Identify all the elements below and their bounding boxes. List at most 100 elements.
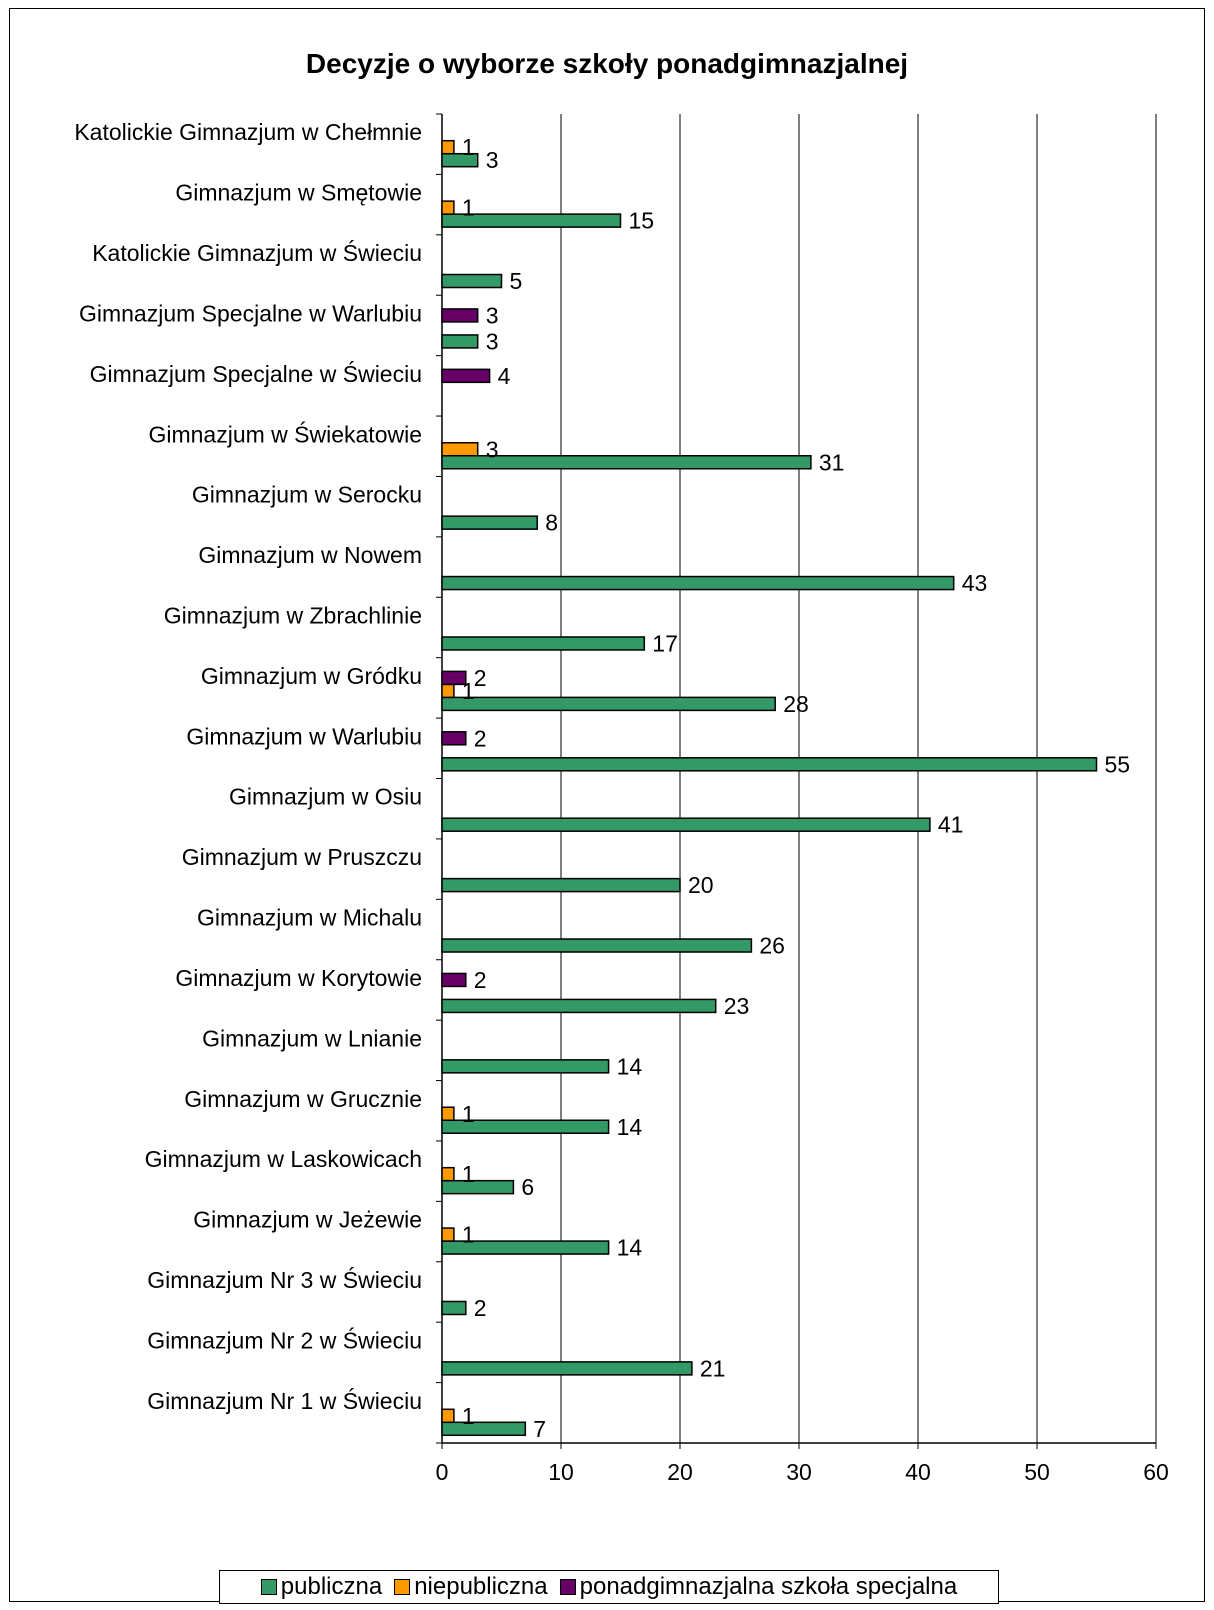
data-label: 14: [617, 1053, 643, 1079]
category-label: Gimnazjum w Gródku: [201, 663, 422, 689]
category-label: Gimnazjum Specjalne w Warlubiu: [79, 300, 422, 326]
data-label: 1: [462, 1222, 475, 1248]
data-label: 43: [962, 570, 988, 596]
bar-specjalna: [441, 308, 479, 323]
category-label: Gimnazjum w Smętowie: [175, 180, 422, 206]
data-label: 7: [533, 1416, 546, 1442]
x-tick-label: 50: [1024, 1459, 1050, 1485]
data-label: 2: [474, 1295, 487, 1321]
data-label: 1: [462, 1161, 475, 1187]
data-label: 3: [486, 302, 499, 328]
category-label: Gimnazjum w Jeżewie: [193, 1207, 422, 1233]
category-label: Gimnazjum w Osiu: [229, 784, 422, 810]
category-label: Gimnazjum w Michalu: [197, 905, 422, 931]
chart-legend: publiczna niepubliczna ponadgimnazjalna …: [219, 1570, 999, 1604]
category-label: Gimnazjum w Nowem: [198, 542, 422, 568]
category-label: Gimnazjum w Lnianie: [202, 1025, 422, 1051]
data-label: 26: [759, 933, 785, 959]
category-label: Katolickie Gimnazjum w Chełmnie: [74, 119, 422, 145]
data-label: 20: [688, 872, 714, 898]
bar-publiczna: [441, 757, 1098, 772]
bar-publiczna: [441, 1361, 693, 1376]
bar-publiczna: [441, 1179, 515, 1195]
bar-publiczna: [441, 1240, 610, 1255]
legend-swatch-publiczna: [260, 1579, 277, 1595]
category-label: Gimnazjum w Warlubiu: [186, 723, 422, 749]
bar-publiczna: [441, 696, 776, 712]
data-label: 14: [617, 1235, 643, 1261]
chart-title: Decyzje o wyborze szkoły ponadgimnazjaln…: [305, 48, 909, 79]
bar-niepubliczna: [441, 200, 455, 215]
bar-niepubliczna: [441, 1106, 455, 1121]
data-label: 1: [462, 1101, 475, 1127]
x-tick-label: 10: [548, 1459, 574, 1485]
category-label: Gimnazjum w Laskowicach: [145, 1146, 422, 1172]
legend-item-publiczna: publiczna: [260, 1573, 383, 1601]
bar-niepubliczna: [441, 442, 479, 457]
legend-label-specjalna: ponadgimnazjalna szkoła specjalna: [579, 1573, 958, 1600]
data-label: 21: [700, 1355, 726, 1381]
bar-publiczna: [441, 636, 646, 651]
data-label: 3: [486, 147, 499, 173]
legend-label-publiczna: publiczna: [280, 1573, 383, 1600]
data-label: 5: [510, 268, 523, 294]
category-label: Gimnazjum w Grucznie: [184, 1086, 422, 1112]
bar-publiczna: [441, 817, 931, 832]
data-label: 4: [498, 363, 511, 389]
x-tick-label: 60: [1143, 1459, 1169, 1485]
category-label: Gimnazjum w Serocku: [192, 482, 422, 508]
bar-publiczna: [441, 515, 538, 530]
bar-niepubliczna: [441, 1227, 455, 1242]
legend-swatch-specjalna: [559, 1579, 576, 1595]
data-label: 23: [724, 993, 750, 1019]
data-label: 41: [938, 812, 964, 838]
data-label: 17: [652, 630, 678, 656]
legend-item-niepubliczna: niepubliczna: [394, 1573, 548, 1601]
bar-publiczna: [441, 1119, 610, 1134]
category-label: Gimnazjum Specjalne w Świeciu: [90, 360, 422, 387]
bar-niepubliczna: [441, 683, 455, 699]
bar-publiczna: [441, 455, 812, 470]
category-label: Gimnazjum Nr 2 w Świeciu: [147, 1326, 422, 1353]
bar-publiczna: [441, 575, 955, 591]
data-label: 55: [1105, 751, 1131, 777]
category-label: Gimnazjum w Świekatowie: [148, 420, 422, 447]
data-label: 1: [462, 1403, 475, 1429]
x-tick-label: 0: [436, 1459, 449, 1485]
legend-label-niepubliczna: niepubliczna: [414, 1573, 548, 1600]
bar-publiczna: [441, 273, 503, 289]
bar-niepubliczna: [441, 139, 455, 155]
data-label: 2: [474, 665, 487, 691]
x-tick-label: 40: [905, 1459, 931, 1485]
data-label: 1: [462, 195, 475, 221]
category-label: Gimnazjum Nr 3 w Świeciu: [147, 1266, 422, 1293]
bar-publiczna: [441, 938, 753, 953]
bar-publiczna: [441, 334, 479, 349]
data-label: 2: [474, 725, 487, 751]
legend-item-specjalna: ponadgimnazjalna szkoła specjalna: [559, 1573, 958, 1601]
data-label: 15: [629, 208, 655, 234]
data-label: 28: [783, 691, 809, 717]
data-label: 1: [462, 134, 475, 160]
category-label: Gimnazjum w Zbrachlinie: [164, 602, 422, 628]
legend-swatch-niepubliczna: [394, 1579, 411, 1595]
data-label: 8: [545, 510, 558, 536]
bar-publiczna: [441, 998, 717, 1014]
bar-publiczna: [441, 1421, 527, 1437]
bar-niepubliczna: [441, 1166, 455, 1182]
bar-specjalna: [441, 368, 491, 384]
bar-publiczna: [441, 877, 681, 893]
data-label: 6: [521, 1174, 534, 1200]
data-label: 3: [486, 436, 499, 462]
data-label: 14: [617, 1114, 643, 1140]
bar-specjalna: [441, 670, 467, 686]
bar-specjalna: [441, 731, 467, 746]
bar-niepubliczna: [441, 1408, 455, 1424]
data-label: 3: [486, 328, 499, 354]
data-label: 31: [819, 449, 845, 475]
category-label: Gimnazjum Nr 1 w Świeciu: [147, 1387, 422, 1414]
bar-publiczna: [441, 1300, 467, 1316]
category-label: Gimnazjum w Korytowie: [175, 965, 422, 991]
bar-specjalna: [441, 972, 467, 988]
